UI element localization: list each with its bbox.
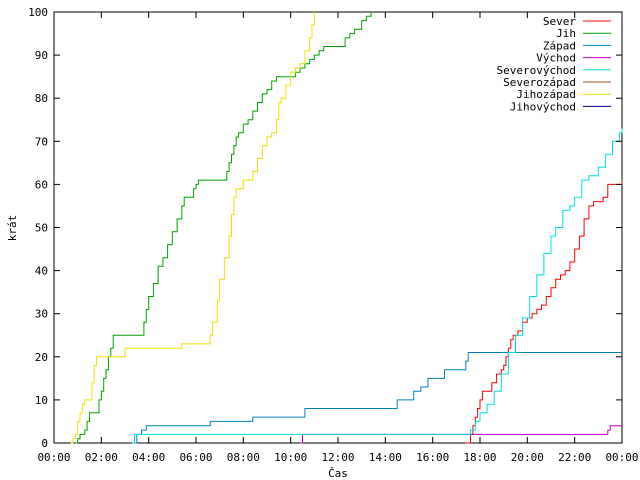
x-tick-label: 08:00 [227, 451, 260, 464]
series-line-západ [134, 352, 622, 444]
y-tick-label: 100 [28, 6, 48, 19]
legend-label: Sever [543, 15, 576, 28]
legend-label: Jihozápad [516, 88, 576, 101]
x-tick-label: 12:00 [321, 451, 354, 464]
series-line-severovýchod [132, 128, 623, 444]
legend-label: Jihovýchod [510, 100, 576, 113]
y-tick-label: 40 [35, 265, 48, 278]
plot-area [53, 11, 623, 444]
x-tick-label: 02:00 [85, 451, 118, 464]
x-axis-title: Čas [328, 467, 348, 480]
y-tick-label: 10 [35, 394, 48, 407]
x-tick-label: 22:00 [558, 451, 591, 464]
series-line-jih [75, 12, 372, 444]
y-axis-title: krát [6, 215, 19, 242]
y-tick-label: 20 [35, 351, 48, 364]
y-tick-label: 30 [35, 308, 48, 321]
x-tick-label: 18:00 [463, 451, 496, 464]
x-tick-label: 20:00 [511, 451, 544, 464]
series-line-jihozápad [70, 12, 315, 444]
y-tick-label: 0 [41, 437, 48, 450]
x-tick-label: 14:00 [369, 451, 402, 464]
legend-label: Východ [536, 52, 576, 65]
legend-label: Západ [543, 39, 576, 52]
y-tick-label: 60 [35, 178, 48, 191]
series-line-sever [465, 180, 623, 444]
legend-label: Jih [556, 27, 576, 40]
x-tick-label: 00:00 [605, 451, 638, 464]
x-tick-label: 00:00 [37, 451, 70, 464]
legend-label: Severozápad [503, 76, 576, 89]
x-tick-label: 04:00 [132, 451, 165, 464]
x-tick-label: 16:00 [416, 451, 449, 464]
legend: SeverJihZápadVýchodSeverovýchodSeverozáp… [497, 15, 611, 113]
tick-layer: 00:00 02:00 04:00 06:00 08:00 10:00 12:00 14:00… [28, 6, 638, 464]
series-line-východ [300, 425, 622, 444]
y-tick-label: 50 [35, 222, 48, 235]
legend-label: Severovýchod [497, 64, 576, 77]
y-tick-label: 90 [35, 49, 48, 62]
y-tick-label: 80 [35, 92, 48, 105]
x-tick-label: 06:00 [179, 451, 212, 464]
y-tick-label: 70 [35, 135, 48, 148]
series-layer [70, 12, 623, 444]
x-tick-label: 10:00 [274, 451, 307, 464]
